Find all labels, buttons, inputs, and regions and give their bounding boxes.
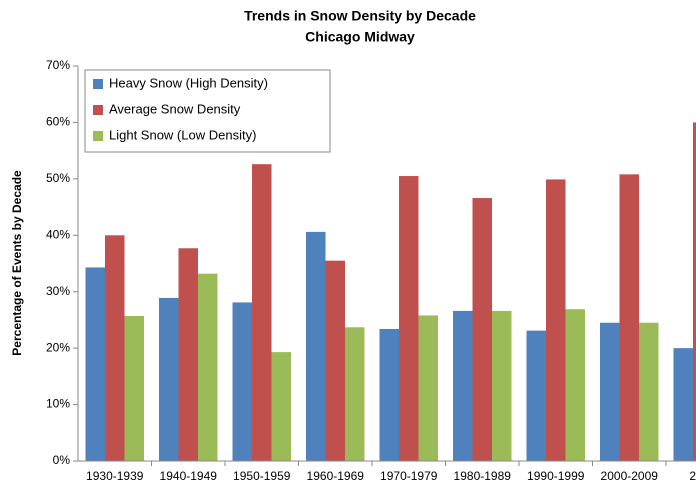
bar: [159, 297, 179, 461]
bar: [399, 176, 419, 462]
bar: [673, 348, 693, 461]
x-tick-label: 1970-1979: [380, 469, 438, 483]
legend-swatch: [93, 79, 103, 89]
y-tick-label: 10%: [46, 397, 70, 411]
x-tick-label: 1930-1939: [86, 469, 144, 483]
bar: [85, 267, 105, 461]
x-tick-label: 1960-1969: [307, 469, 365, 483]
bar: [379, 328, 399, 461]
legend-label: Light Snow (Low Density): [109, 127, 256, 142]
bar: [619, 174, 639, 462]
y-axis-label: Percentage of Events by Decade: [10, 170, 24, 356]
legend-label: Heavy Snow (High Density): [109, 75, 268, 90]
y-tick-label: 0%: [53, 453, 71, 467]
bar: [639, 322, 659, 461]
bar: [345, 327, 365, 461]
bar: [418, 315, 438, 461]
bar: [693, 122, 696, 461]
y-tick-label: 40%: [46, 227, 70, 241]
bar: [178, 248, 198, 461]
bar: [453, 310, 473, 461]
x-tick-label: 1990-1999: [527, 469, 585, 483]
x-tick-label: 2000-2009: [601, 469, 659, 483]
bar: [105, 235, 125, 461]
bar: [565, 309, 585, 461]
y-tick-label: 70%: [46, 58, 70, 72]
bar: [232, 302, 252, 461]
chart-subtitle: Chicago Midway: [305, 29, 415, 45]
legend-label: Average Snow Density: [109, 101, 241, 116]
x-tick-label: 1950-1959: [233, 469, 291, 483]
bar: [198, 273, 218, 461]
bar: [526, 330, 546, 461]
legend-box: [84, 69, 331, 153]
bar: [271, 352, 291, 461]
y-tick-label: 30%: [46, 284, 70, 298]
chart-title: Trends in Snow Density by Decade: [244, 8, 476, 24]
bar: [472, 198, 492, 462]
y-tick-label: 50%: [46, 171, 70, 185]
legend-swatch: [93, 105, 103, 115]
bar: [124, 315, 144, 461]
bar: [306, 231, 326, 461]
bar: [325, 260, 345, 461]
legend-swatch: [93, 131, 103, 141]
x-tick-label: 1980-1989: [454, 469, 512, 483]
x-tick-label: 2010: [689, 469, 696, 483]
bar: [492, 310, 512, 461]
x-tick-label: 1940-1949: [160, 469, 218, 483]
bar: [546, 179, 566, 461]
bar: [252, 164, 272, 461]
y-tick-label: 60%: [46, 115, 70, 129]
y-tick-label: 20%: [46, 340, 70, 354]
bar: [600, 322, 620, 461]
